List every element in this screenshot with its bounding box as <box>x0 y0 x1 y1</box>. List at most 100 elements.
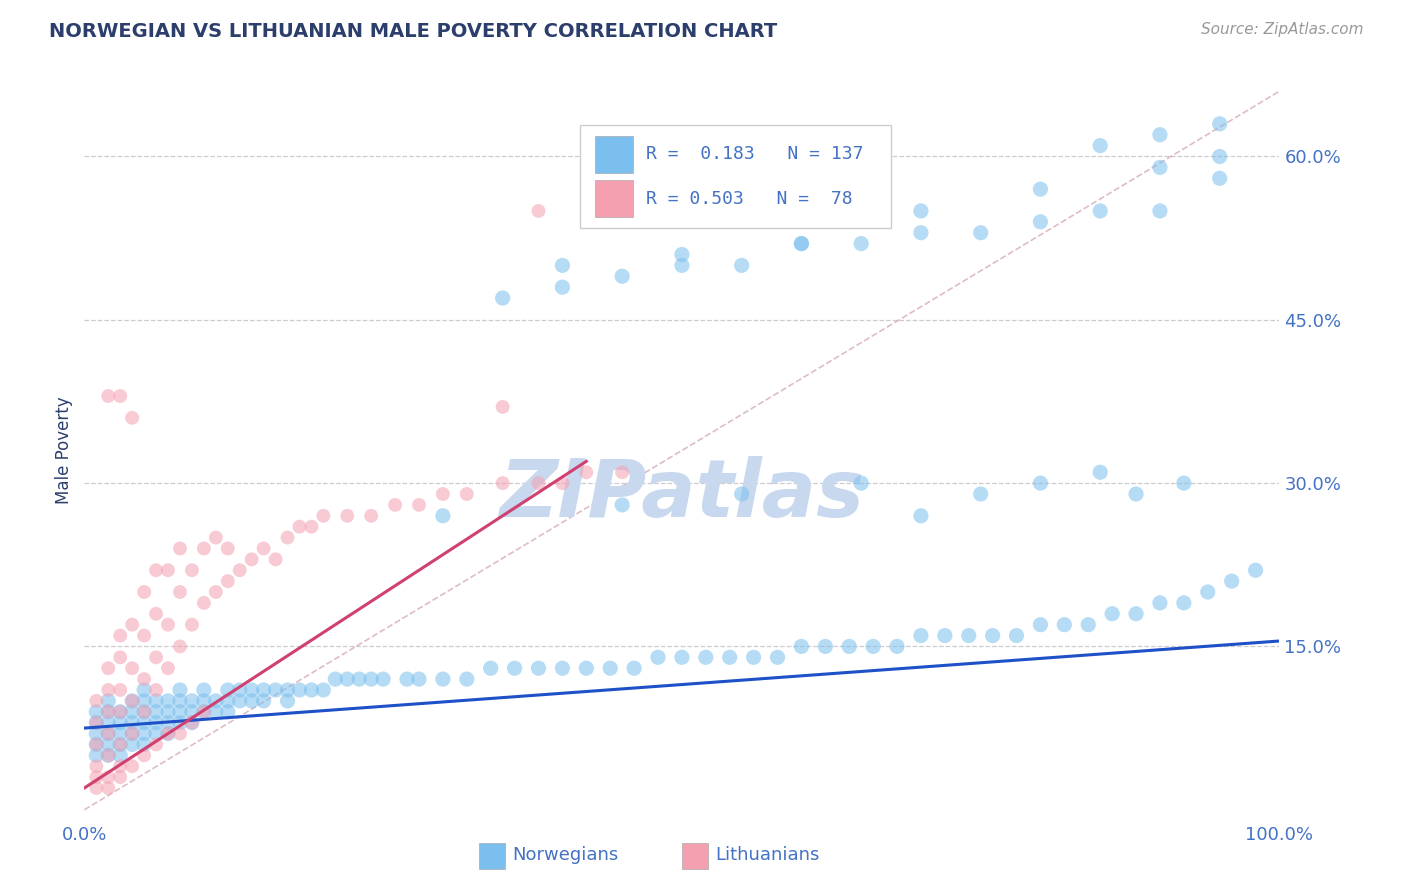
Point <box>934 628 956 642</box>
Point <box>97 748 120 763</box>
Point <box>790 236 813 251</box>
Text: R = 0.503   N =  78: R = 0.503 N = 78 <box>647 190 852 208</box>
Point <box>145 738 167 752</box>
Point <box>612 269 634 284</box>
Point <box>110 748 132 763</box>
Text: NORWEGIAN VS LITHUANIAN MALE POVERTY CORRELATION CHART: NORWEGIAN VS LITHUANIAN MALE POVERTY COR… <box>49 22 778 41</box>
Point <box>551 476 574 491</box>
Point <box>695 650 717 665</box>
Point <box>157 726 180 740</box>
Point <box>97 738 120 752</box>
Point <box>253 541 276 556</box>
Point <box>527 476 550 491</box>
Point <box>612 465 634 479</box>
Point <box>492 400 515 414</box>
Point <box>97 705 120 719</box>
Point <box>551 259 574 273</box>
Point <box>1209 117 1232 131</box>
Point <box>408 672 430 686</box>
Point <box>145 650 167 665</box>
Point <box>731 487 754 501</box>
Point <box>86 759 108 773</box>
Point <box>110 650 132 665</box>
Point <box>1197 585 1219 599</box>
Point <box>671 259 693 273</box>
Point <box>1090 203 1112 218</box>
Point <box>551 280 574 294</box>
Point <box>886 640 908 654</box>
Point <box>132 748 156 763</box>
Point <box>86 748 108 763</box>
Point <box>86 715 108 730</box>
Point <box>1173 476 1195 491</box>
Point <box>157 563 180 577</box>
Point <box>121 694 143 708</box>
Point <box>312 508 335 523</box>
Point <box>1029 182 1052 196</box>
Point <box>205 585 228 599</box>
Point <box>181 705 204 719</box>
Point <box>253 694 276 708</box>
Point <box>110 705 132 719</box>
Point <box>396 672 419 686</box>
Point <box>97 694 120 708</box>
Point <box>121 726 143 740</box>
Point <box>1209 149 1232 163</box>
Point <box>1029 617 1052 632</box>
Point <box>181 617 204 632</box>
Point <box>432 487 454 501</box>
Text: R =  0.183   N = 137: R = 0.183 N = 137 <box>647 145 863 163</box>
Point <box>981 628 1004 642</box>
Point <box>575 661 598 675</box>
Point <box>86 770 108 784</box>
Point <box>157 726 180 740</box>
Point <box>731 259 754 273</box>
Point <box>157 694 180 708</box>
Point <box>1029 476 1052 491</box>
Point <box>121 759 143 773</box>
Point <box>97 715 120 730</box>
Point <box>1053 617 1076 632</box>
Point <box>970 226 993 240</box>
Point <box>169 726 191 740</box>
Point <box>336 508 359 523</box>
Point <box>97 726 120 740</box>
Point <box>121 410 143 425</box>
Point <box>157 661 180 675</box>
Point <box>217 705 239 719</box>
Point <box>1220 574 1243 588</box>
Point <box>110 759 132 773</box>
Point <box>301 519 323 533</box>
Point <box>384 498 406 512</box>
Bar <box>682 843 709 869</box>
Point <box>742 650 765 665</box>
Point <box>492 476 515 491</box>
Point <box>790 640 813 654</box>
Point <box>277 683 299 698</box>
Point <box>623 661 645 675</box>
Point <box>157 617 180 632</box>
Point <box>862 640 884 654</box>
Point <box>671 247 693 261</box>
Point <box>132 705 156 719</box>
Point <box>181 715 204 730</box>
Point <box>240 552 263 566</box>
Point <box>229 563 252 577</box>
Point <box>217 694 239 708</box>
Point <box>97 661 120 675</box>
Text: Lithuanians: Lithuanians <box>716 847 820 864</box>
Point <box>157 715 180 730</box>
Point <box>110 770 132 784</box>
Text: Norwegians: Norwegians <box>512 847 619 864</box>
Point <box>193 694 215 708</box>
Point <box>277 531 299 545</box>
Point <box>132 585 156 599</box>
Point <box>671 650 693 665</box>
Point <box>169 640 191 654</box>
Point <box>86 738 108 752</box>
Point <box>1090 138 1112 153</box>
Point <box>86 780 108 795</box>
Point <box>97 770 120 784</box>
Point <box>121 705 143 719</box>
Point <box>1077 617 1099 632</box>
